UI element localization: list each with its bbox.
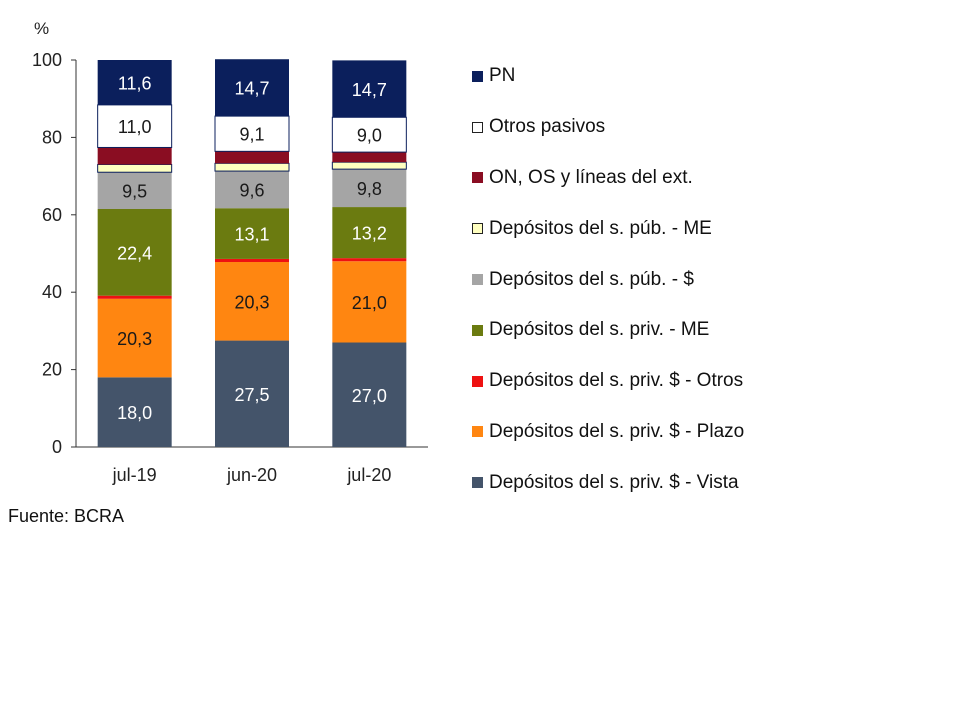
data-label: 13,1 [234,225,269,245]
legend-swatch [472,477,483,489]
bar-segment [332,342,407,447]
chart-data-labels: 18,0 20,3 22,4 9,5 11,0 11,6 27,5 20,3 13,1 9,6 9,… [117,73,387,423]
legend-swatch [472,274,483,286]
legend-label: Depósitos del s. priv. $ - Plazo [489,420,745,442]
legend-swatch [472,70,483,82]
data-label: 27,0 [352,386,387,406]
legend-item: Depósitos del s. priv. $ - Plazo [472,407,952,458]
y-tick-label: 60 [42,205,62,225]
bar-segment [97,163,173,173]
bar-segment [331,161,407,170]
y-tick-label: 80 [42,127,62,147]
legend-item: PN [472,51,952,102]
stacked-bar-chart: % 0 20 40 60 80 100 jul-19 jun-20 jul-20 18,0 20,… [32,19,428,485]
bar-segment [332,60,407,118]
bar-segment [215,258,289,263]
bar-segment [97,147,172,165]
legend-label: Depósitos del s. púb. - $ [489,268,694,290]
legend-label: Otros pasivos [489,116,606,138]
bar-segment [215,340,289,447]
bar-segment [215,151,289,164]
bar-segment [215,59,289,117]
legend-swatch [472,121,483,133]
legend-label: Depósitos del s. priv. $ - Otros [489,370,744,392]
chart-bars [97,59,407,447]
data-label: 9,5 [122,182,147,202]
bar-segment [97,104,173,148]
data-label: 9,1 [239,125,264,145]
legend-item: ON, OS y líneas del ext. [472,153,952,204]
data-label: 21,0 [352,293,387,313]
chart-legend: PN Otros pasivos ON, OS y líneas del ext. D… [472,51,952,508]
bar-segment [332,261,407,343]
bar-segment [214,115,290,152]
bar-segment [332,258,407,262]
bar-segment [214,162,290,172]
data-label: 20,3 [117,329,152,349]
y-tick-label: 100 [32,50,62,70]
data-label: 9,8 [357,179,382,199]
legend-label: Depósitos del s. priv. $ - Vista [489,471,739,493]
legend-item: Depósitos del s. priv. - ME [472,305,952,356]
legend-swatch [472,172,483,184]
bar-segment [97,60,172,105]
legend-swatch [472,426,483,438]
data-label: 11,0 [118,117,152,137]
legend-label: PN [489,65,516,87]
bar-segment [97,172,172,209]
bar-segment [215,171,289,209]
bar-segment [215,262,289,341]
legend-item: Depósitos del s. priv. $ - Otros [472,356,952,407]
data-label: 13,2 [352,224,387,244]
data-label: 14,7 [234,79,269,99]
y-tick-label: 20 [42,360,62,380]
x-tick-label: jul-19 [112,465,157,485]
legend-swatch [472,324,483,336]
data-label: 27,5 [234,385,269,405]
bar-segment [97,377,172,447]
data-label: 18,0 [117,403,152,423]
legend-swatch [472,375,483,387]
data-label: 9,0 [357,126,382,146]
y-tick-label: 0 [52,437,62,457]
data-label: 20,3 [234,292,269,312]
legend-label: ON, OS y líneas del ext. [489,166,693,188]
legend-item: Otros pasivos [472,102,952,153]
data-label: 22,4 [117,243,152,263]
chart-axes: 0 20 40 60 80 100 jul-19 jun-20 jul-20 [32,50,428,485]
legend-label: Depósitos del s. priv. - ME [489,319,710,341]
bar-segment [97,295,172,299]
y-tick-label: 40 [42,282,62,302]
legend-swatch [472,223,483,235]
bar-segment [332,169,407,208]
source-note: Fuente: BCRA [8,506,125,526]
data-label: 14,7 [352,80,387,100]
legend-item: Depósitos del s. púb. - ME [472,203,952,254]
bar-segment [97,208,172,296]
bar-segment [97,298,172,378]
x-tick-label: jun-20 [226,465,277,485]
data-label: 9,6 [239,181,264,201]
bar-segment [332,207,407,259]
legend-item: Depósitos del s. púb. - $ [472,254,952,305]
data-label: 11,6 [118,73,152,93]
x-tick-label: jul-20 [346,465,391,485]
bar-segment [331,116,407,153]
bar-segment [332,152,407,163]
legend-label: Depósitos del s. púb. - ME [489,217,712,239]
bar-segment [215,208,289,259]
y-axis-unit-label: % [34,19,49,38]
legend-item: Depósitos del s. priv. $ - Vista [472,457,952,508]
